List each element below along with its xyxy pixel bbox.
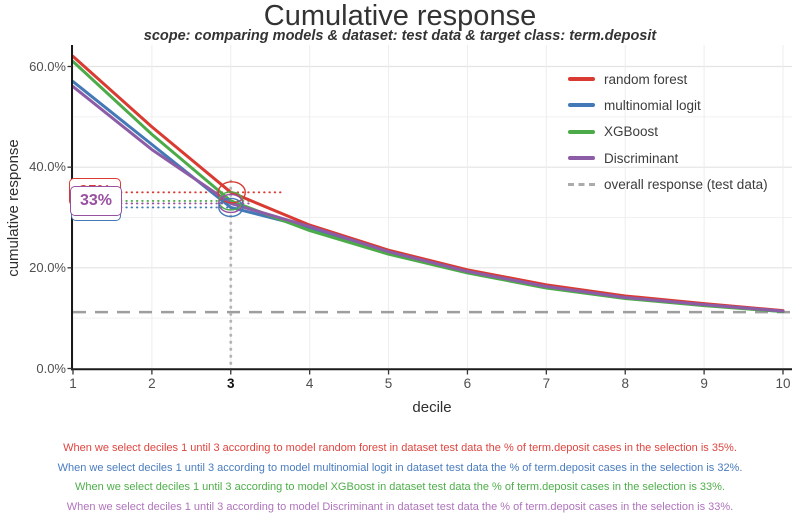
x-tick-label: 3 <box>227 376 235 391</box>
x-tick-label: 4 <box>305 376 314 391</box>
x-tick-label: 6 <box>463 376 472 391</box>
selection-summary-line: When we select deciles 1 until 3 accordi… <box>63 442 737 454</box>
legend-label: random forest <box>604 71 688 87</box>
x-tick-label: 8 <box>621 376 629 391</box>
line-key-icon <box>568 156 595 161</box>
x-tick-label: 1 <box>69 376 77 391</box>
legend-item-xgboost: XGBoost <box>568 119 768 145</box>
x-tick-label: 9 <box>700 376 708 391</box>
legend-label: multinomial logit <box>604 97 701 113</box>
legend: random forest multinomial logit XGBoost Dis… <box>568 66 768 197</box>
x-tick-label: 7 <box>542 376 551 391</box>
legend-item-discriminant: Discriminant <box>568 145 768 171</box>
line-key-icon <box>568 129 595 134</box>
y-tick-label: 0.0% <box>36 360 66 376</box>
callout-value-box-Discriminant: 33% <box>70 186 122 216</box>
callout-leader-lines <box>120 191 282 209</box>
legend-item-random-forest: random forest <box>568 66 768 92</box>
model-curves <box>71 54 785 314</box>
selection-summary-line: When we select deciles 1 until 3 accordi… <box>57 461 743 474</box>
dashed-line-key-icon <box>568 182 595 186</box>
legend-label: Discriminant <box>604 150 679 166</box>
line-key-icon <box>568 77 595 82</box>
line-key-icon <box>568 103 595 108</box>
x-tick-label: 10 <box>775 376 791 391</box>
y-axis-title: cumulative response <box>5 139 22 277</box>
selection-summary: When we select deciles 1 until 3 accordi… <box>0 439 800 517</box>
chart-title: Cumulative response <box>263 0 537 32</box>
curve-Discriminant <box>71 85 785 313</box>
x-tick-label: 5 <box>384 376 393 391</box>
chart-subtitle: scope: comparing models & dataset: test … <box>143 28 657 44</box>
selection-summary-line: When we select deciles 1 until 3 accordi… <box>66 500 734 513</box>
x-axis-title: decile <box>412 399 452 416</box>
legend-label: XGBoost <box>604 124 659 140</box>
selection-summary-line: When we select deciles 1 until 3 accordi… <box>75 481 725 494</box>
legend-label: overall response (test data) <box>604 176 768 192</box>
minor-gridlines <box>73 116 792 319</box>
highlight-circles <box>217 181 246 218</box>
legend-item-multinomial-logit: multinomial logit <box>568 92 768 118</box>
x-tick-label: 2 <box>148 376 156 391</box>
y-tick-label: 40.0% <box>29 159 66 175</box>
legend-item-overall-response-test-data-: overall response (test data) <box>568 171 768 197</box>
y-tick-label: 20.0% <box>29 259 66 275</box>
y-tick-label: 60.0% <box>29 58 66 74</box>
